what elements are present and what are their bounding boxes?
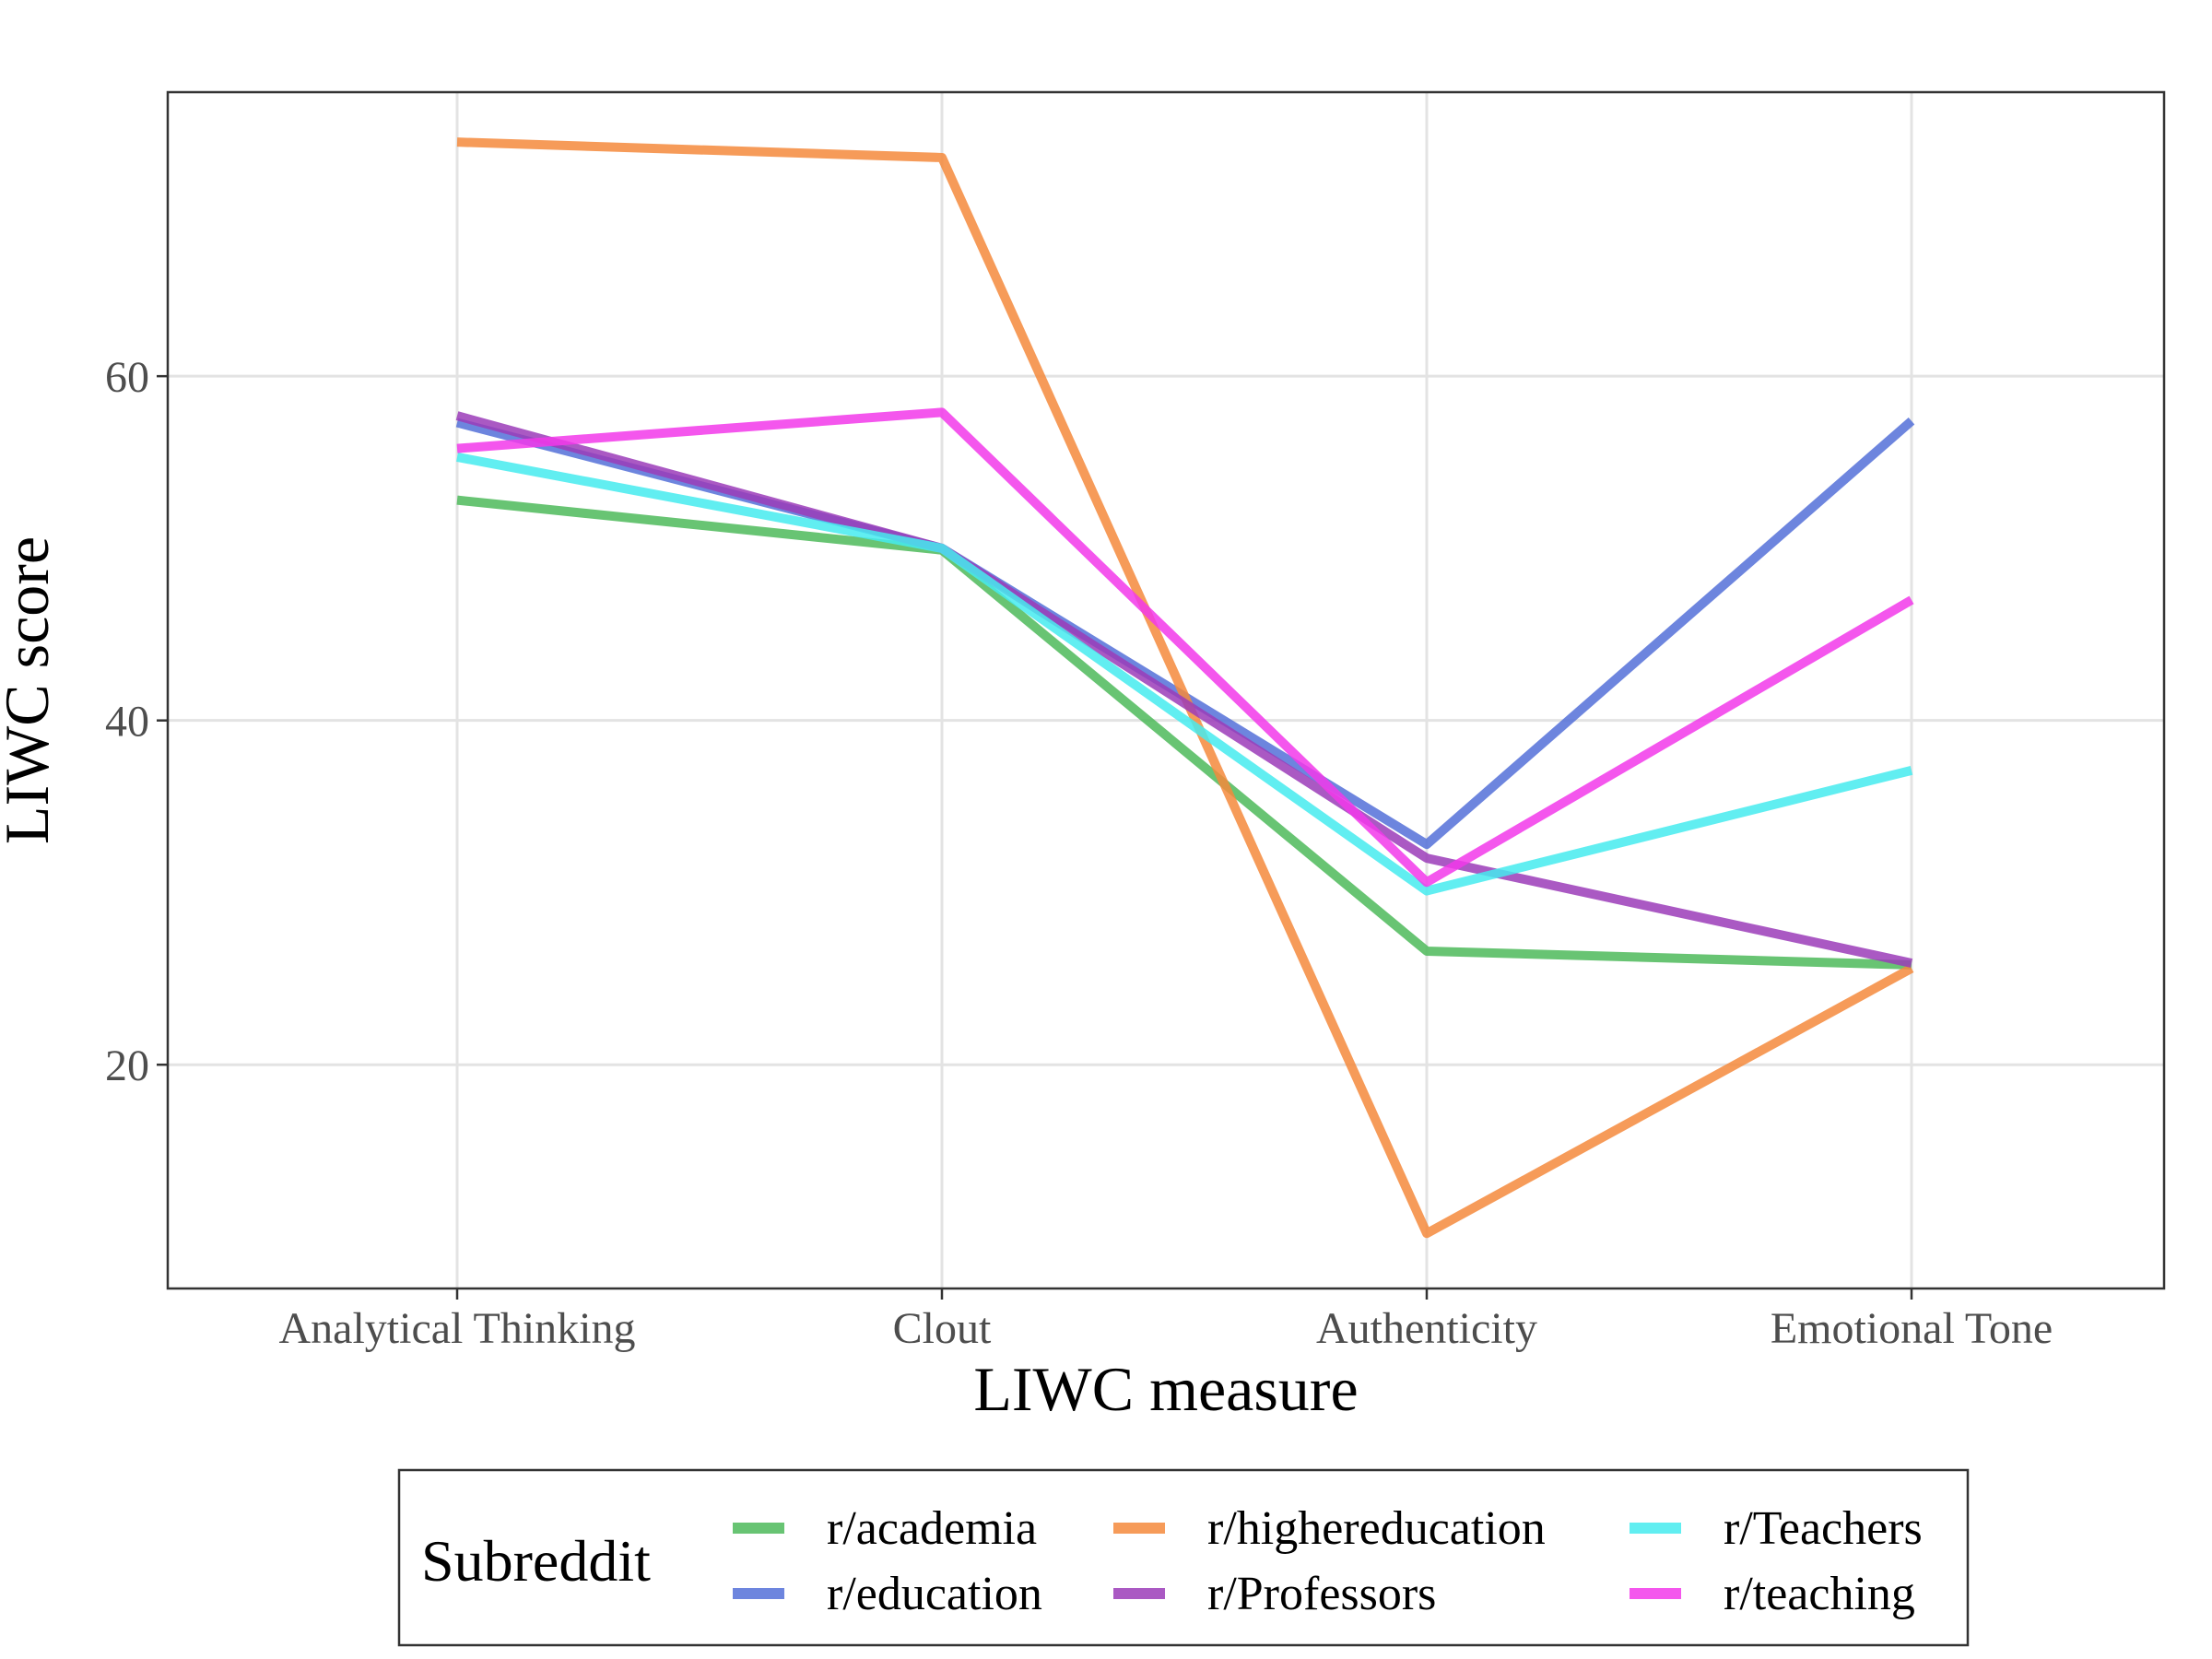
x-tick-label: Analytical Thinking: [278, 1304, 635, 1353]
legend-title: Subreddit: [421, 1528, 651, 1594]
y-axis-title: LIWC score: [0, 536, 62, 844]
x-tick-label: Emotional Tone: [1771, 1304, 2053, 1353]
legend-box: [397, 1468, 1970, 1647]
legend: Subreddit r/academia r/education r/highere…: [397, 1468, 1970, 1647]
series-line-r-teachers: [456, 453, 1913, 896]
y-tick-label: 60: [105, 353, 149, 402]
series-lines: [455, 137, 1915, 1239]
legend-label: r/academia: [827, 1502, 1037, 1555]
legend-items: r/academia r/education r/highereducation r/…: [733, 1502, 1923, 1620]
legend-label: r/education: [827, 1568, 1042, 1620]
legend-label: r/Teachers: [1724, 1502, 1923, 1555]
series-line-r-education: [455, 417, 1915, 850]
legend-label: r/teaching: [1724, 1568, 1915, 1620]
plot-panel-border: [166, 90, 2166, 1290]
x-tick-labels: Analytical Thinking Clout Authenticity Emot…: [278, 1304, 2053, 1353]
series-line-r-academia: [456, 495, 1912, 970]
x-axis-title: LIWC measure: [973, 1354, 1358, 1424]
x-tick-label: Clout: [893, 1304, 992, 1353]
series-line-r-teaching: [456, 407, 1914, 888]
legend-label: r/Professors: [1207, 1568, 1436, 1620]
y-tick-label: 20: [105, 1041, 149, 1090]
grid-lines: [168, 92, 2164, 1288]
y-tick-labels: 20 40 60: [105, 353, 149, 1090]
series-line-r-professors: [455, 411, 1913, 968]
legend-label: r/highereducation: [1207, 1502, 1546, 1555]
y-tick-label: 40: [105, 698, 149, 747]
axis-ticks: [157, 374, 1913, 1300]
x-tick-label: Authenticity: [1316, 1304, 1537, 1353]
series-line-r-highereducation: [456, 137, 1914, 1239]
